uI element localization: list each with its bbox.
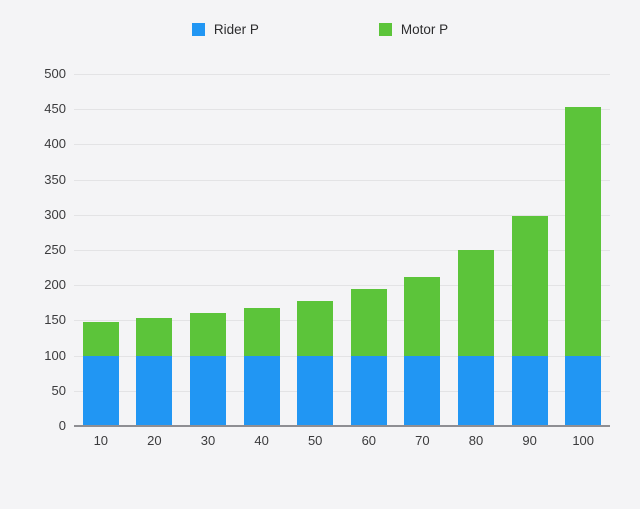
legend-swatch-rider-p (191, 23, 205, 36)
y-tick-label: 450 (44, 101, 66, 117)
x-axis: 10 20 30 40 50 60 70 80 90 100 (74, 433, 610, 449)
x-axis-line (74, 425, 610, 427)
bar-segment-rider-p-40 (243, 355, 280, 426)
bar-50 (297, 300, 334, 426)
chart-legend: Rider P Motor P (0, 22, 640, 37)
bar-segment-motor-p-20 (136, 317, 173, 356)
x-tick-label: 30 (200, 433, 216, 448)
bar-40 (243, 307, 280, 426)
gridline (74, 214, 610, 216)
y-tick-label: 300 (44, 206, 66, 222)
bar-10 (82, 321, 119, 426)
bar-segment-rider-p-80 (458, 355, 494, 426)
x-tick-label: 90 (522, 433, 537, 448)
bar-segment-motor-p-50 (297, 300, 334, 356)
bar-segment-rider-p-20 (136, 355, 173, 426)
gridline (74, 355, 610, 357)
gridline (74, 109, 610, 111)
bar-segment-motor-p-90 (511, 216, 548, 356)
legend-swatch-motor-p (378, 23, 392, 36)
legend-item-rider-p: Rider P (191, 22, 259, 37)
bar-segment-motor-p-60 (350, 289, 387, 356)
x-tick-label: 10 (93, 433, 109, 448)
bar-segment-rider-p-10 (82, 355, 119, 426)
x-tick-label: 20 (147, 433, 162, 448)
y-tick-label: 0 (58, 418, 66, 433)
y-tick-label: 500 (44, 66, 66, 81)
x-tick-label: 100 (572, 433, 595, 448)
x-tick-label: 50 (307, 433, 323, 448)
bar-segment-motor-p-40 (243, 307, 280, 356)
legend-item-motor-p: Motor P (378, 22, 449, 37)
legend-label-rider-p: Rider P (213, 22, 259, 37)
gridline (74, 179, 610, 181)
bar-30 (190, 313, 226, 426)
bar-100 (565, 107, 602, 426)
plot-area (74, 74, 610, 427)
gridline (74, 390, 610, 392)
y-axis: 0 50 100 150 200 250 300 350 400 450 500 (0, 66, 66, 433)
y-tick-label: 250 (44, 242, 66, 257)
bar-90 (511, 216, 548, 426)
bar-segment-motor-p-70 (404, 276, 441, 356)
bar-segment-rider-p-70 (404, 355, 441, 426)
bar-segment-motor-p-30 (190, 313, 226, 356)
y-tick-label: 150 (44, 312, 66, 328)
bar-20 (136, 317, 173, 426)
bar-segment-rider-p-50 (297, 355, 334, 426)
legend-label-motor-p: Motor P (400, 22, 449, 37)
bar-segment-rider-p-60 (350, 355, 387, 426)
bar-segment-motor-p-80 (458, 250, 494, 356)
gridline (74, 250, 610, 251)
gridline (74, 144, 610, 146)
bar-70 (404, 276, 441, 426)
x-tick-label: 70 (415, 433, 430, 448)
y-tick-label: 100 (44, 347, 66, 363)
y-tick-label: 350 (44, 171, 66, 187)
y-tick-label: 50 (51, 382, 66, 398)
y-tick-label: 400 (44, 136, 66, 152)
bar-80 (458, 250, 494, 426)
y-tick-label: 200 (44, 277, 66, 293)
bar-segment-rider-p-30 (190, 355, 226, 426)
x-tick-label: 80 (468, 433, 484, 448)
bar-segment-motor-p-10 (82, 321, 119, 356)
bar-60 (350, 289, 387, 426)
x-tick-label: 60 (361, 433, 377, 448)
bar-segment-rider-p-100 (565, 355, 602, 426)
gridline (74, 285, 610, 287)
bar-segment-rider-p-90 (511, 355, 548, 426)
gridline (74, 320, 610, 322)
gridline (74, 74, 610, 75)
x-tick-label: 40 (254, 433, 269, 448)
bar-segment-motor-p-100 (565, 107, 602, 356)
